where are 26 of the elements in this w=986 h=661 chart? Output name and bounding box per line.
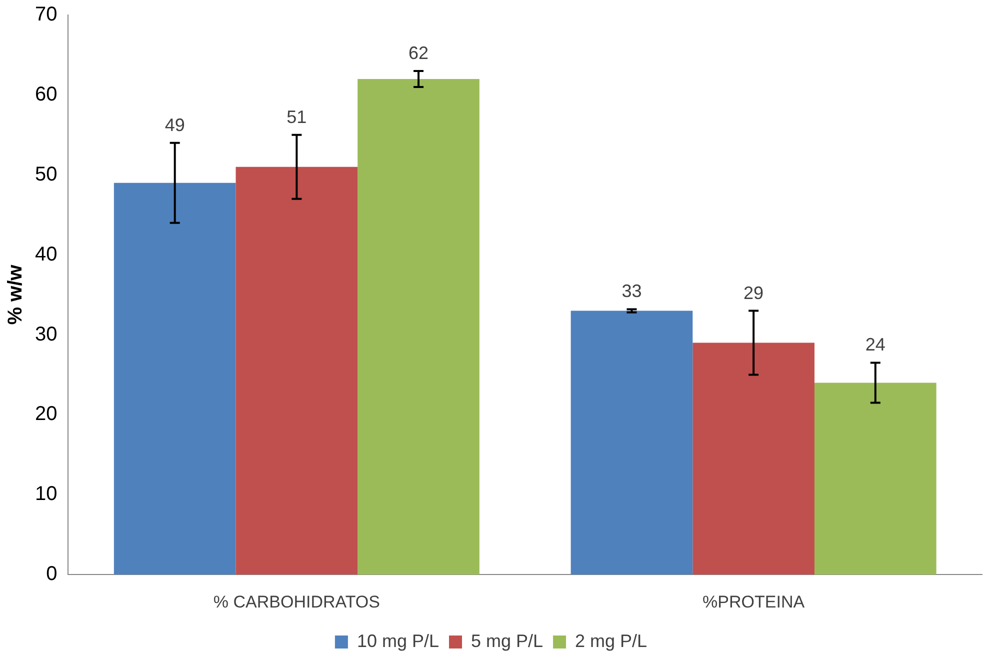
legend-label: 5 mg P/L: [470, 630, 544, 651]
legend-label: 2 mg P/L: [575, 630, 648, 651]
y-tick-label: 40: [34, 243, 58, 266]
bar: [814, 382, 936, 575]
legend-label: 10 mg P/L: [356, 630, 439, 651]
y-axis-title: % w/w: [4, 264, 27, 325]
data-label: 62: [408, 42, 429, 63]
y-tick-label: 70: [34, 4, 58, 26]
data-label: 49: [164, 114, 185, 135]
y-tick-label: 60: [34, 83, 58, 106]
bar: [114, 182, 236, 575]
y-tick-label: 0: [46, 563, 58, 586]
bar: [358, 78, 480, 575]
x-tick-label: %PROTEINA: [702, 592, 806, 612]
x-tick-label: % CARBOHIDRATOS: [213, 592, 380, 612]
data-label: 33: [622, 281, 642, 302]
y-tick-label: 30: [34, 323, 58, 346]
y-tick-label: 10: [34, 483, 58, 506]
y-tick-label: 50: [34, 163, 58, 186]
data-label: 24: [865, 334, 886, 355]
bar: [692, 342, 814, 575]
data-label: 29: [744, 282, 764, 303]
bar: [570, 310, 693, 575]
bar: [236, 166, 358, 575]
data-label: 51: [286, 106, 307, 127]
y-tick-label: 20: [34, 403, 58, 426]
